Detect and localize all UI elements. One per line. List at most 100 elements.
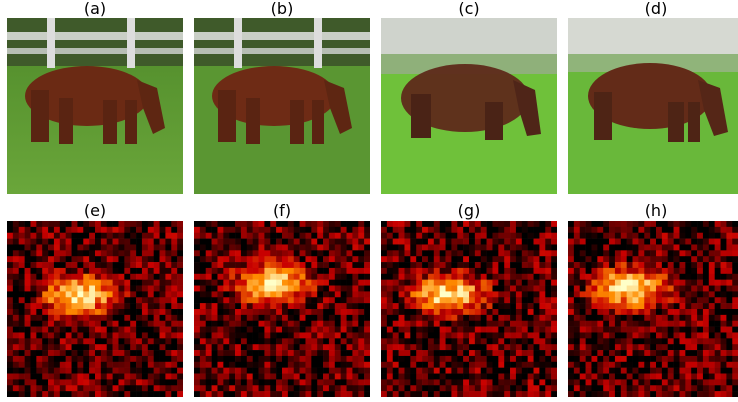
heatmap-cell xyxy=(515,326,523,333)
heatmap-cell xyxy=(422,291,429,298)
heatmap-cell xyxy=(65,332,72,339)
heatmap-cell xyxy=(632,320,639,327)
heatmap-cell xyxy=(381,350,388,357)
heatmap-cell xyxy=(691,244,698,251)
heatmap-cell xyxy=(638,297,645,304)
heatmap-cell xyxy=(720,267,727,275)
heatmap-cell xyxy=(656,303,663,310)
heatmap-cell xyxy=(83,385,90,392)
heatmap-cell xyxy=(638,367,645,374)
heatmap-cell xyxy=(568,238,575,245)
heatmap-cell xyxy=(603,332,610,339)
heatmap-cell xyxy=(346,355,353,363)
heatmap-cell xyxy=(83,262,90,269)
heatmap-cell xyxy=(340,385,347,392)
heatmap-cell xyxy=(480,373,487,380)
heatmap-cell xyxy=(527,379,534,386)
heatmap-cell xyxy=(211,326,218,333)
heatmap-cell xyxy=(65,367,72,374)
heatmap-cell xyxy=(510,326,517,333)
heatmap-cell xyxy=(667,350,674,357)
heatmap-cell xyxy=(551,291,557,298)
heatmap-cell xyxy=(305,326,312,333)
heatmap-cell xyxy=(474,379,482,386)
heatmap-cell xyxy=(118,297,125,304)
heatmap-cell xyxy=(521,226,528,234)
heatmap-cell xyxy=(171,285,178,292)
heatmap-cell xyxy=(106,361,113,368)
heatmap-cell xyxy=(597,303,604,310)
heatmap-cell xyxy=(667,291,674,298)
heatmap-cell xyxy=(106,303,113,310)
heatmap-cell xyxy=(702,373,710,380)
heatmap-cell xyxy=(252,326,259,333)
heatmap-cell xyxy=(71,279,78,286)
heatmap-cell xyxy=(463,350,470,357)
heatmap-cell xyxy=(510,250,517,257)
heatmap-cell xyxy=(545,320,552,327)
heatmap-cell xyxy=(685,297,692,304)
heatmap-cell xyxy=(474,385,482,392)
heatmap-cell xyxy=(7,273,14,280)
heatmap-cell xyxy=(71,320,78,327)
heatmap-cell xyxy=(433,385,440,392)
heatmap-cell xyxy=(328,250,336,257)
heatmap-cell xyxy=(299,379,306,386)
heatmap-cell xyxy=(638,361,645,368)
heatmap-cell xyxy=(510,279,517,286)
heatmap-cell xyxy=(89,221,96,228)
heatmap-cell xyxy=(597,238,604,245)
heatmap-cell xyxy=(398,250,405,257)
heatmap-cell xyxy=(30,273,37,280)
heatmap-cell xyxy=(638,267,645,275)
heatmap-cell xyxy=(334,361,341,368)
heatmap-cell xyxy=(141,232,149,239)
heatmap-cell xyxy=(597,391,604,397)
heatmap-cell xyxy=(533,332,540,339)
heatmap-cell xyxy=(579,344,586,351)
heatmap-cell xyxy=(53,338,61,345)
heatmap-cell xyxy=(539,221,546,228)
heatmap-cell xyxy=(726,320,733,327)
heatmap-cell xyxy=(136,309,143,316)
heatmap-cell xyxy=(691,238,698,245)
heatmap-cell xyxy=(515,385,523,392)
heatmap-cell xyxy=(89,291,96,298)
heatmap-cell xyxy=(229,344,236,351)
heatmap-cell xyxy=(89,361,96,368)
heatmap-cell xyxy=(223,232,230,239)
panel-label-f: (f) xyxy=(272,201,292,220)
heatmap-cell xyxy=(130,355,137,363)
heatmap-cell xyxy=(445,285,452,292)
heatmap-cell xyxy=(568,373,575,380)
heatmap-cell xyxy=(416,238,423,245)
heatmap-cell xyxy=(194,279,201,286)
heatmap-cell xyxy=(445,350,452,357)
heatmap-cell xyxy=(147,350,154,357)
heatmap-cell xyxy=(702,250,710,257)
heatmap-cell xyxy=(492,355,499,363)
heatmap-cell xyxy=(328,232,336,239)
heatmap-cell xyxy=(427,262,435,269)
heatmap-cell xyxy=(504,303,511,310)
heatmap-cell xyxy=(644,232,651,239)
heatmap-cell xyxy=(714,361,721,368)
heatmap-cell xyxy=(311,291,318,298)
heatmap-cell xyxy=(112,385,119,392)
heatmap-cell xyxy=(53,303,61,310)
heatmap-cell xyxy=(30,244,37,251)
heatmap-cell xyxy=(527,267,534,275)
heatmap-cell xyxy=(579,244,586,251)
heatmap-cell xyxy=(691,332,698,339)
heatmap-cell xyxy=(632,250,639,257)
heatmap-cell xyxy=(533,238,540,245)
heatmap-cell xyxy=(609,385,616,392)
heatmap-cell xyxy=(697,344,704,351)
heatmap-cell xyxy=(159,297,166,304)
heatmap-cell xyxy=(551,262,557,269)
heatmap-cell xyxy=(498,385,505,392)
heatmap-cell xyxy=(276,367,283,374)
heatmap-cell xyxy=(614,238,622,245)
heatmap-cell xyxy=(573,256,581,263)
heatmap-cell xyxy=(7,309,14,316)
